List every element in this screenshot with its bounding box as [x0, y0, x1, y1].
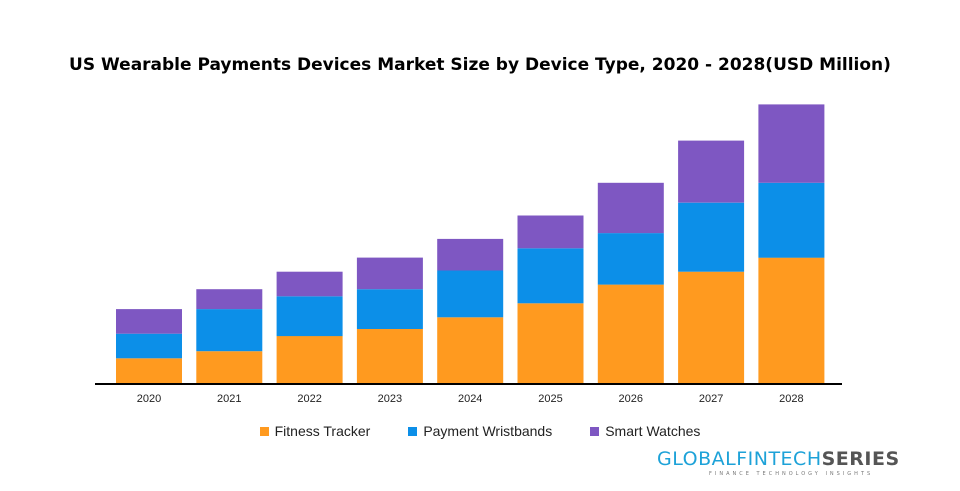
bar-fitness-tracker-2026 [597, 284, 664, 384]
bar-fitness-tracker-2027 [678, 271, 745, 384]
x-tick-label-2021: 2021 [217, 393, 241, 405]
bar-fitness-tracker-2024 [437, 317, 504, 384]
x-tick-label-2025: 2025 [538, 393, 562, 405]
brand-name-part2: SERIES [821, 448, 900, 470]
x-tick-label-2023: 2023 [378, 393, 402, 405]
bar-payment-wristbands-2027 [678, 202, 745, 272]
bar-fitness-tracker-2023 [356, 329, 423, 384]
x-tick-label-2022: 2022 [297, 393, 321, 405]
bar-smart-watches-2024 [437, 238, 504, 271]
legend-swatch-fitness-tracker [259, 426, 269, 436]
x-tick-label-2024: 2024 [458, 393, 482, 405]
bar-smart-watches-2022 [276, 271, 343, 297]
bar-payment-wristbands-2020 [116, 333, 182, 359]
x-tick-label-2026: 2026 [619, 393, 643, 405]
bar-smart-watches-2025 [517, 215, 584, 249]
x-tick-label-2020: 2020 [137, 393, 161, 405]
bar-payment-wristbands-2028 [758, 182, 825, 258]
bar-smart-watches-2026 [597, 182, 664, 234]
legend-item-payment-wristbands: Payment Wristbands [408, 423, 552, 439]
legend-label-fitness-tracker: Fitness Tracker [274, 423, 371, 439]
bar-payment-wristbands-2024 [437, 270, 504, 318]
bar-fitness-tracker-2021 [196, 351, 263, 384]
bar-payment-wristbands-2022 [276, 296, 343, 337]
legend-label-payment-wristbands: Payment Wristbands [423, 423, 553, 439]
legend-label-smart-watches: Smart Watches [605, 423, 701, 439]
bar-payment-wristbands-2021 [196, 309, 263, 352]
bar-fitness-tracker-2025 [517, 303, 584, 384]
x-tick-label-2028: 2028 [779, 393, 803, 405]
legend-swatch-smart-watches [590, 426, 600, 436]
brand-name: GLOBALFINTECHSERIES [657, 448, 927, 470]
bar-smart-watches-2021 [196, 289, 263, 310]
bar-smart-watches-2027 [678, 140, 745, 203]
brand-tagline: FINANCE TECHNOLOGY INSIGHTS [709, 471, 874, 477]
chart-title: US Wearable Payments Devices Market Size… [69, 55, 891, 75]
legend-item-smart-watches: Smart Watches [590, 423, 700, 439]
bar-payment-wristbands-2025 [517, 248, 584, 304]
legend-swatch-payment-wristbands [408, 426, 418, 436]
bar-smart-watches-2023 [356, 257, 423, 290]
legend: Fitness Tracker Payment Wristbands Smart… [0, 423, 960, 439]
bar-fitness-tracker-2022 [276, 336, 343, 384]
brand-name-part1: GLOBALFINTECH [657, 448, 822, 470]
bar-payment-wristbands-2023 [356, 289, 423, 329]
bar-fitness-tracker-2020 [116, 358, 182, 384]
x-tick-label-2027: 2027 [699, 393, 723, 405]
bar-fitness-tracker-2028 [758, 257, 825, 384]
bar-payment-wristbands-2026 [597, 233, 664, 285]
bar-smart-watches-2020 [116, 309, 182, 334]
legend-item-fitness-tracker: Fitness Tracker [259, 423, 371, 439]
brand-logo: GLOBALFINTECHSERIES FINANCE TECHNOLOGY I… [657, 448, 927, 477]
bar-smart-watches-2028 [758, 104, 825, 183]
